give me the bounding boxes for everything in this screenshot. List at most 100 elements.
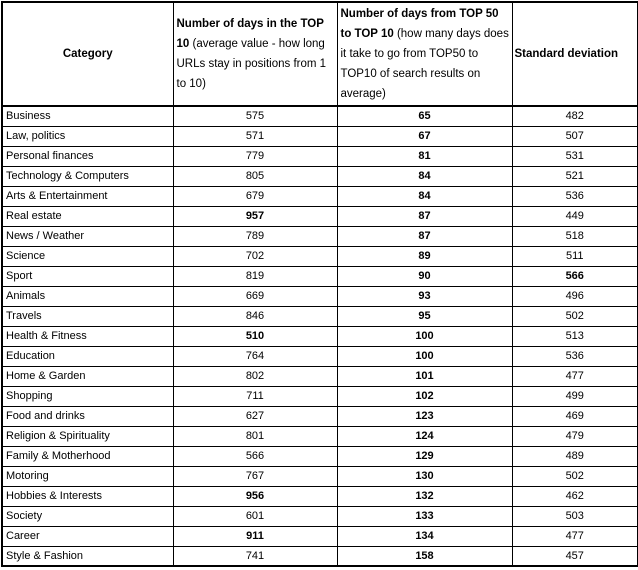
standard-deviation-cell: 507 — [511, 125, 638, 147]
days-top50-to-top10-cell: 132 — [336, 485, 513, 507]
days-in-top10-cell: 575 — [172, 105, 338, 127]
standard-deviation-cell: 496 — [511, 285, 638, 307]
table-row: Real estate 957 87 449 — [1, 205, 638, 227]
category-cell: Food and drinks — [1, 405, 174, 427]
header-category: Category — [1, 1, 174, 107]
category-cell: Sport — [1, 265, 174, 287]
table-row: News / Weather 789 87 518 — [1, 225, 638, 247]
standard-deviation-cell: 462 — [511, 485, 638, 507]
standard-deviation-cell: 477 — [511, 525, 638, 547]
days-top50-to-top10-cell: 100 — [336, 325, 513, 347]
category-cell: Technology & Computers — [1, 165, 174, 187]
days-top50-to-top10-cell: 67 — [336, 125, 513, 147]
category-cell: Law, politics — [1, 125, 174, 147]
standard-deviation-cell: 521 — [511, 165, 638, 187]
days-in-top10-cell: 702 — [172, 245, 338, 267]
days-in-top10-cell: 627 — [172, 405, 338, 427]
table-row: Food and drinks 627 123 469 — [1, 405, 638, 427]
header-days-top50-to-top10-rest: (how many days does it take to go from T… — [340, 28, 509, 100]
table-row: Education 764 100 536 — [1, 345, 638, 367]
days-top50-to-top10-cell: 87 — [336, 225, 513, 247]
table-row: Hobbies & Interests 956 132 462 — [1, 485, 638, 507]
days-in-top10-cell: 767 — [172, 465, 338, 487]
category-cell: Real estate — [1, 205, 174, 227]
days-in-top10-cell: 789 — [172, 225, 338, 247]
standard-deviation-cell: 518 — [511, 225, 638, 247]
days-in-top10-cell: 566 — [172, 445, 338, 467]
days-in-top10-cell: 956 — [172, 485, 338, 507]
days-in-top10-cell: 510 — [172, 325, 338, 347]
days-in-top10-cell: 711 — [172, 385, 338, 407]
days-in-top10-cell: 846 — [172, 305, 338, 327]
days-in-top10-cell: 571 — [172, 125, 338, 147]
category-cell: Home & Garden — [1, 365, 174, 387]
standard-deviation-cell: 503 — [511, 505, 638, 527]
days-top50-to-top10-cell: 129 — [336, 445, 513, 467]
category-cell: Health & Fitness — [1, 325, 174, 347]
days-top50-to-top10-cell: 123 — [336, 405, 513, 427]
header-category-label: Category — [62, 48, 113, 60]
category-cell: Arts & Entertainment — [1, 185, 174, 207]
category-cell: Business — [1, 105, 174, 127]
header-days-in-top10: Number of days in the TOP 10 (average va… — [172, 1, 338, 107]
table-row: Technology & Computers 805 84 521 — [1, 165, 638, 187]
days-in-top10-cell: 601 — [172, 505, 338, 527]
table-row: Religion & Spirituality 801 124 479 — [1, 425, 638, 447]
standard-deviation-cell: 511 — [511, 245, 638, 267]
table-row: Science 702 89 511 — [1, 245, 638, 267]
header-standard-deviation: Standard deviation — [511, 1, 638, 107]
standard-deviation-cell: 502 — [511, 465, 638, 487]
days-top50-to-top10-cell: 134 — [336, 525, 513, 547]
days-in-top10-cell: 679 — [172, 185, 338, 207]
header-row: Category Number of days in the TOP 10 (a… — [1, 1, 638, 107]
days-top50-to-top10-cell: 100 — [336, 345, 513, 367]
days-in-top10-cell: 669 — [172, 285, 338, 307]
days-in-top10-cell: 802 — [172, 365, 338, 387]
days-top50-to-top10-cell: 65 — [336, 105, 513, 127]
category-cell: News / Weather — [1, 225, 174, 247]
category-cell: Travels — [1, 305, 174, 327]
standard-deviation-cell: 477 — [511, 365, 638, 387]
days-top50-to-top10-cell: 84 — [336, 185, 513, 207]
header-days-top50-to-top10-bold: Number of days from TOP 50 to TOP 10 — [340, 8, 499, 40]
days-top50-to-top10-cell: 84 — [336, 165, 513, 187]
table-row: Shopping 711 102 499 — [1, 385, 638, 407]
standard-deviation-cell: 566 — [511, 265, 638, 287]
days-top50-to-top10-cell: 81 — [336, 145, 513, 167]
table-row: Home & Garden 802 101 477 — [1, 365, 638, 387]
days-top50-to-top10-cell: 124 — [336, 425, 513, 447]
days-top50-to-top10-cell: 101 — [336, 365, 513, 387]
days-top50-to-top10-cell: 102 — [336, 385, 513, 407]
table-row: Motoring 767 130 502 — [1, 465, 638, 487]
standard-deviation-cell: 536 — [511, 345, 638, 367]
standard-deviation-cell: 513 — [511, 325, 638, 347]
category-cell: Hobbies & Interests — [1, 485, 174, 507]
category-cell: Shopping — [1, 385, 174, 407]
table-row: Law, politics 571 67 507 — [1, 125, 638, 147]
days-in-top10-cell: 911 — [172, 525, 338, 547]
table-row: Health & Fitness 510 100 513 — [1, 325, 638, 347]
category-cell: Society — [1, 505, 174, 527]
category-cell: Personal finances — [1, 145, 174, 167]
standard-deviation-cell: 499 — [511, 385, 638, 407]
days-top50-to-top10-cell: 87 — [336, 205, 513, 227]
table-row: Society 601 133 503 — [1, 505, 638, 527]
days-top50-to-top10-cell: 90 — [336, 265, 513, 287]
category-cell: Animals — [1, 285, 174, 307]
days-top50-to-top10-cell: 95 — [336, 305, 513, 327]
header-days-top50-to-top10: Number of days from TOP 50 to TOP 10 (ho… — [336, 1, 513, 107]
table-row: Arts & Entertainment 679 84 536 — [1, 185, 638, 207]
header-days-in-top10-rest: (average value - how long URLs stay in p… — [176, 38, 327, 90]
standard-deviation-cell: 489 — [511, 445, 638, 467]
table-row: Animals 669 93 496 — [1, 285, 638, 307]
standard-deviation-cell: 479 — [511, 425, 638, 447]
days-top50-to-top10-cell: 93 — [336, 285, 513, 307]
category-cell: Education — [1, 345, 174, 367]
days-in-top10-cell: 741 — [172, 545, 338, 567]
table-row: Business 575 65 482 — [1, 105, 638, 127]
table-row: Career 911 134 477 — [1, 525, 638, 547]
table-row: Sport 819 90 566 — [1, 265, 638, 287]
standard-deviation-cell: 457 — [511, 545, 638, 567]
